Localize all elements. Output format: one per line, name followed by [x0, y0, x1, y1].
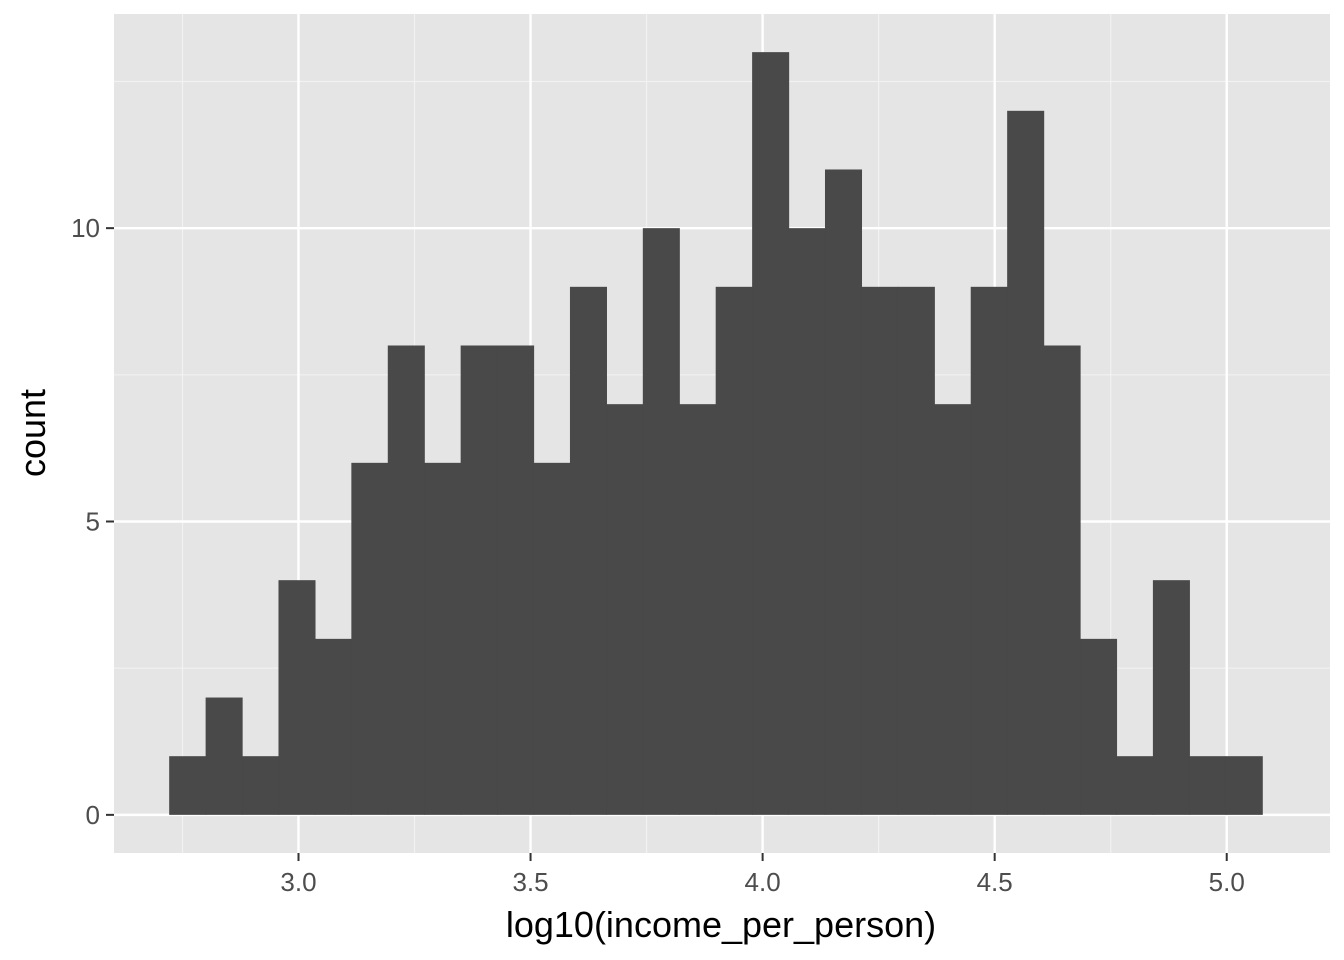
histogram-bar: [679, 404, 717, 815]
histogram-bar: [351, 462, 389, 815]
histogram-bar: [642, 228, 680, 815]
histogram-bar: [897, 286, 935, 815]
histogram-bar: [934, 404, 972, 815]
histogram-bar: [752, 52, 790, 815]
histogram-bar: [205, 697, 243, 815]
histogram-bar: [715, 286, 753, 815]
histogram-bar: [424, 462, 462, 815]
histogram-bar: [1080, 638, 1118, 815]
histogram-bar: [497, 345, 535, 815]
x-tick-label: 5.0: [1209, 867, 1245, 897]
histogram-bar: [169, 756, 207, 815]
x-axis: 3.0 3.5 4.0 4.5 5.0: [280, 853, 1245, 897]
histogram-bar: [460, 345, 498, 815]
x-tick-label: 4.5: [977, 867, 1013, 897]
histogram-bars: [169, 52, 1263, 815]
y-tick-label: 10: [71, 213, 100, 243]
histogram-bar: [1116, 756, 1154, 815]
histogram-bar: [1152, 580, 1190, 815]
histogram-bar: [242, 756, 280, 815]
y-tick-label: 0: [86, 800, 100, 830]
histogram-bar: [387, 345, 425, 815]
histogram-bar: [1043, 345, 1081, 815]
histogram-bar: [1007, 110, 1045, 815]
histogram-bar: [1225, 756, 1263, 815]
histogram-bar: [861, 286, 899, 815]
histogram-bar: [824, 169, 863, 815]
y-axis-title: count: [12, 389, 53, 477]
histogram-bar: [533, 462, 571, 815]
histogram-bar: [788, 228, 826, 815]
histogram-bar: [569, 286, 607, 815]
x-tick-label: 3.5: [512, 867, 548, 897]
histogram-bar: [606, 404, 644, 815]
histogram-bar: [970, 286, 1008, 815]
x-tick-label: 4.0: [745, 867, 781, 897]
y-axis: 0 5 10: [71, 213, 114, 830]
histogram-bar: [314, 638, 352, 815]
histogram-bar: [278, 580, 316, 815]
x-axis-title: log10(income_per_person): [506, 904, 936, 945]
histogram-bar: [1189, 756, 1227, 815]
x-tick-label: 3.0: [280, 867, 316, 897]
y-tick-label: 5: [86, 507, 100, 537]
